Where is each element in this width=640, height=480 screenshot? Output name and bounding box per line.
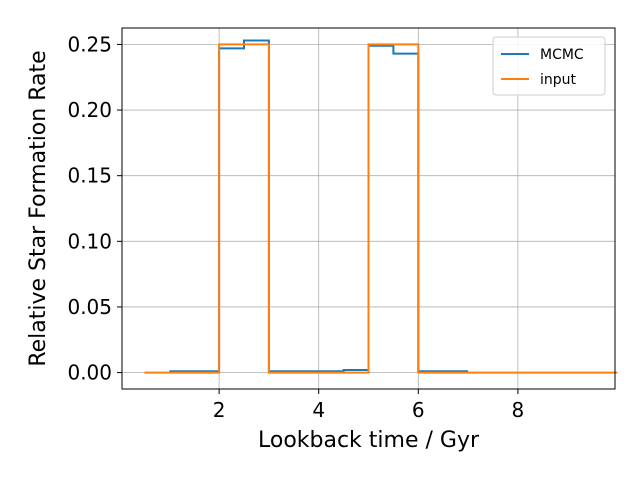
plot-frame <box>121 27 616 390</box>
series-lines <box>144 39 618 374</box>
x-tick-label: 2 <box>213 398 226 422</box>
legend-label-mcmc: MCMC <box>540 47 584 63</box>
legend-box <box>492 36 606 96</box>
y-tick-label: 0.25 <box>67 32 112 56</box>
y-tick-label: 0.10 <box>67 229 112 253</box>
series-line-mcmc <box>169 39 469 373</box>
x-axis-label: Lookback time / Gyr <box>258 428 480 453</box>
y-tick-label: 0.15 <box>67 164 112 188</box>
axis-ticks: 2 4 6 8 0.00 0.05 0.10 0.15 0.20 0.25 <box>67 32 524 422</box>
x-tick-label: 8 <box>512 398 525 422</box>
y-tick-label: 0.20 <box>67 98 112 122</box>
y-axis-label: Relative Star Formation Rate <box>26 50 51 366</box>
y-tick-label: 0.05 <box>67 295 112 319</box>
legend-label-input: input <box>540 72 577 88</box>
series-line-input <box>144 43 618 374</box>
y-tick-label: 0.00 <box>67 361 112 385</box>
x-tick-label: 4 <box>312 398 325 422</box>
x-tick-label: 6 <box>412 398 425 422</box>
legend: MCMC input <box>492 36 606 96</box>
